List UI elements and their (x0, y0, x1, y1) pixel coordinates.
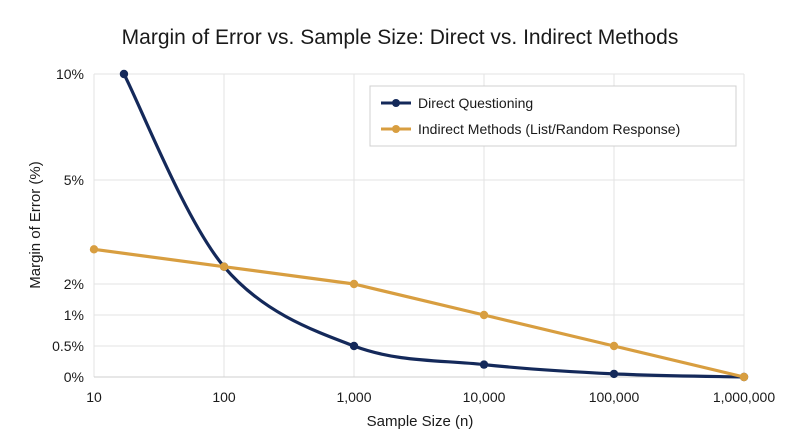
x-tick-label: 10,000 (463, 389, 506, 405)
y-tick-label: 10% (56, 66, 84, 82)
y-tick-label: 0.5% (52, 338, 84, 354)
grid (93, 73, 745, 378)
tick-labels: 10 100 1,000 10,000 100,000 1,000,000 10% 5% 2% 1… (52, 66, 775, 405)
y-tick-label: 1% (64, 307, 84, 323)
chart-title: Margin of Error vs. Sample Size: Direct … (122, 26, 679, 49)
y-tick-label: 2% (64, 276, 84, 292)
series-line-1 (92, 247, 746, 379)
data-point (349, 341, 359, 351)
data-point (609, 341, 619, 351)
data-point (739, 372, 749, 382)
legend-marker-indirect (392, 125, 400, 133)
data-point (219, 262, 229, 271)
legend-label-direct: Direct Questioning (418, 95, 533, 111)
series-line-0 (122, 72, 746, 379)
x-tick-label: 1,000 (336, 389, 371, 405)
data-point (479, 310, 489, 320)
x-axis-label: Sample Size (n) (367, 413, 474, 430)
data-point (89, 245, 99, 254)
x-tick-label: 10 (86, 389, 102, 405)
y-axis-label: Margin of Error (%) (27, 161, 44, 289)
data-point (119, 69, 129, 79)
series-layer (89, 69, 749, 382)
data-point (479, 360, 489, 369)
data-point (609, 369, 619, 379)
legend: Direct Questioning Indirect Methods (Lis… (369, 85, 737, 147)
data-point (349, 279, 359, 289)
legend-marker-direct (392, 99, 400, 107)
legend-label-indirect: Indirect Methods (List/Random Response) (418, 121, 680, 137)
legend-box (369, 85, 737, 147)
x-tick-label: 100 (212, 389, 236, 405)
y-tick-label: 5% (64, 172, 84, 188)
y-tick-label: 0% (64, 369, 84, 385)
x-tick-label: 1,000,000 (713, 389, 775, 405)
x-tick-label: 100,000 (589, 389, 640, 405)
